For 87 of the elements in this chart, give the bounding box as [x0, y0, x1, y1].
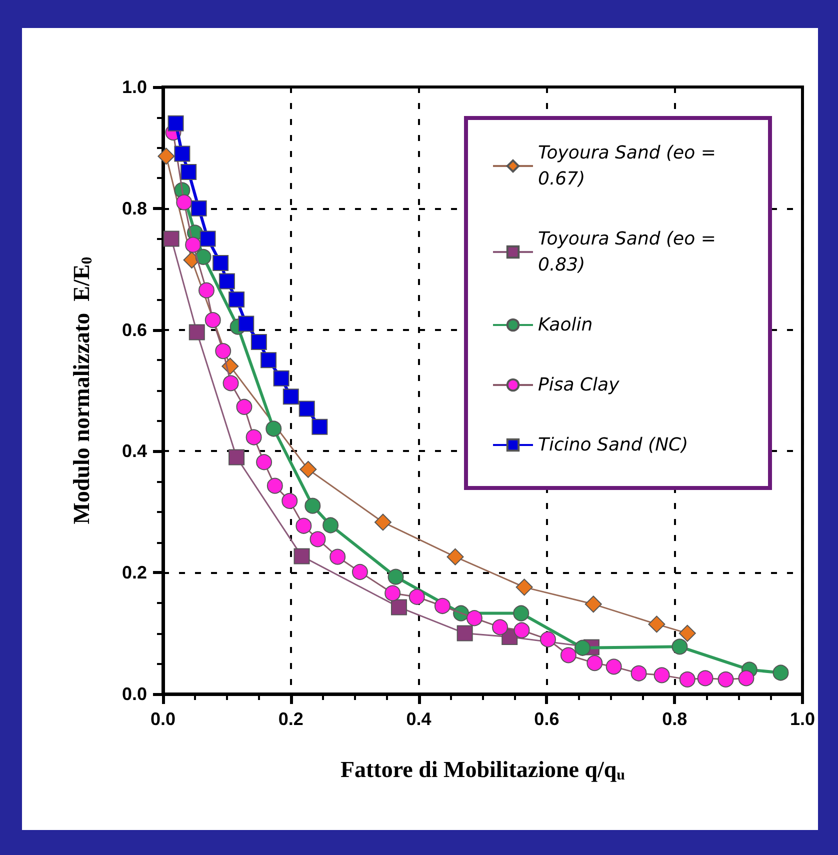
point: [200, 230, 216, 247]
point: [513, 605, 530, 622]
x-tick-label: 1.0: [790, 709, 816, 729]
point: [188, 324, 205, 340]
y-tick-label: 1.0: [122, 77, 147, 97]
point: [586, 655, 603, 672]
point: [352, 564, 368, 580]
point: [540, 631, 556, 648]
point: [738, 670, 754, 686]
y-tick-label: 0.8: [122, 198, 147, 218]
point: [374, 514, 392, 531]
point: [384, 585, 401, 602]
point: [466, 610, 482, 626]
point: [390, 599, 407, 616]
point: [516, 578, 533, 596]
y-tick-label: 0.4: [122, 441, 147, 462]
point: [492, 619, 508, 636]
point: [250, 334, 267, 350]
point: [228, 291, 245, 308]
point: [168, 115, 184, 132]
point: [300, 460, 317, 478]
legend-label: Ticino Sand (NC): [538, 434, 688, 456]
point: [648, 616, 666, 633]
legend-label: Toyoura Sand (eo = 0.67): [538, 142, 722, 190]
legend-label: Toyoura Sand (eo = 0.83): [538, 228, 722, 276]
y-tick-label: 0.2: [122, 562, 147, 583]
point: [630, 665, 647, 682]
point: [190, 200, 207, 216]
x-tick-label: 0.2: [278, 709, 304, 729]
point: [294, 548, 310, 564]
point: [772, 664, 789, 681]
y-axis-title: Modulo normalizzato E/E0: [69, 256, 96, 524]
point: [204, 312, 221, 328]
y-tick-label: 0.6: [122, 320, 147, 340]
point: [560, 647, 576, 664]
point: [446, 548, 464, 566]
point: [180, 164, 197, 180]
x-tick-label: 0.4: [406, 709, 432, 729]
y-tick-label: 0.0: [122, 684, 147, 704]
point: [256, 454, 272, 470]
point: [678, 624, 696, 642]
point: [266, 478, 283, 494]
point: [158, 148, 175, 165]
point: [322, 517, 339, 534]
point: [310, 531, 326, 548]
point: [388, 568, 404, 585]
point: [718, 671, 734, 688]
point: [198, 282, 214, 298]
point: [282, 492, 298, 509]
point: [236, 398, 252, 415]
point: [174, 146, 190, 162]
point: [456, 625, 473, 642]
point: [282, 388, 299, 405]
legend-label: Pisa Clay: [538, 374, 620, 396]
point: [260, 352, 277, 368]
point: [212, 255, 229, 272]
point: [654, 667, 670, 684]
point: [185, 236, 202, 253]
x-tick-label: 0.0: [150, 709, 176, 729]
point: [215, 343, 232, 360]
point: [434, 598, 450, 614]
point: [679, 671, 696, 688]
point: [697, 670, 714, 686]
x-tick-label: 0.6: [534, 709, 560, 729]
point: [514, 622, 530, 638]
legend-label: Kaolin: [538, 314, 593, 336]
point: [163, 230, 180, 247]
point: [218, 273, 235, 290]
point: [266, 420, 282, 437]
point: [574, 640, 591, 656]
point: [296, 518, 312, 534]
point: [298, 400, 315, 417]
point: [606, 658, 622, 675]
point: [672, 638, 688, 655]
point: [228, 449, 245, 466]
point: [273, 370, 290, 386]
point: [584, 596, 602, 613]
point: [330, 548, 346, 565]
point: [195, 248, 212, 265]
point: [312, 418, 328, 435]
point: [238, 316, 254, 332]
point: [222, 375, 239, 392]
point: [246, 429, 262, 446]
point: [408, 588, 425, 605]
x-tick-label: 0.8: [662, 709, 688, 729]
point: [304, 498, 321, 514]
point: [176, 194, 192, 210]
